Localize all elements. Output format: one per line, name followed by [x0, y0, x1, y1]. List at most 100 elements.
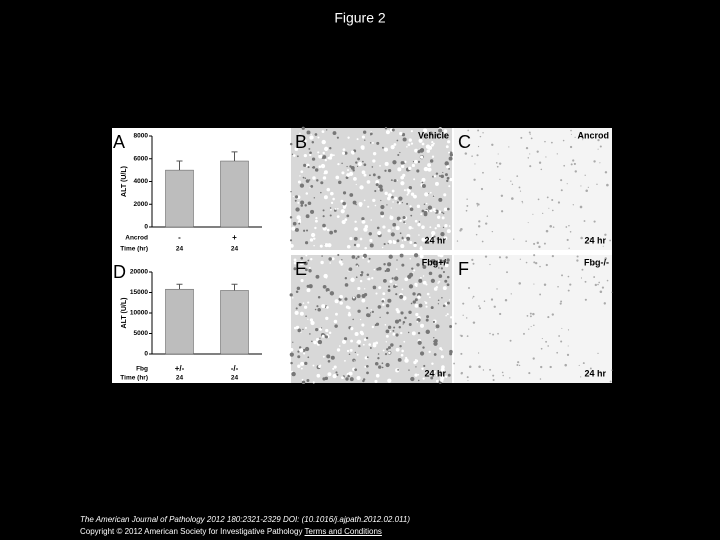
- tissue-speck: [381, 366, 384, 369]
- tissue-speck: [396, 201, 399, 204]
- tissue-speck: [578, 364, 580, 367]
- tissue-speck: [447, 140, 451, 144]
- tissue-speck: [384, 161, 389, 167]
- tissue-speck: [556, 351, 559, 354]
- tissue-speck: [356, 165, 359, 167]
- tissue-speck: [354, 227, 358, 231]
- tissue-speck: [363, 338, 367, 341]
- tissue-speck: [410, 214, 413, 217]
- tissue-speck: [366, 180, 371, 184]
- tissue-speck: [303, 305, 308, 309]
- tissue-speck: [424, 301, 426, 303]
- tissue-speck: [472, 262, 475, 265]
- tissue-speck: [305, 179, 310, 183]
- tissue-speck: [388, 351, 391, 355]
- slide-title: Figure 2: [334, 10, 386, 26]
- tissue-speck: [375, 180, 380, 185]
- tissue-speck: [311, 157, 316, 161]
- tissue-speck: [352, 200, 357, 205]
- tissue-speck: [415, 284, 418, 287]
- tissue-speck: [322, 215, 325, 218]
- tissue-speck: [430, 376, 434, 380]
- tissue-speck: [377, 305, 382, 309]
- tissue-speck: [489, 263, 491, 266]
- x-category-label: +: [232, 233, 237, 242]
- tissue-speck: [593, 160, 596, 163]
- tissue-speck: [496, 288, 498, 290]
- tissue-speck: [604, 257, 608, 260]
- x-category-label: -/-: [231, 364, 239, 373]
- tissue-speck: [530, 326, 532, 328]
- tissue-speck: [346, 349, 350, 353]
- tissue-speck: [378, 365, 382, 369]
- tissue-speck: [444, 279, 448, 283]
- tissue-speck: [446, 313, 449, 316]
- panel-letter: E: [295, 259, 307, 279]
- x-time-label: 24: [231, 375, 239, 382]
- tissue-speck: [311, 166, 314, 169]
- tissue-speck: [300, 256, 304, 260]
- tissue-speck: [294, 227, 299, 232]
- tissue-speck: [390, 343, 394, 347]
- tissue-speck: [412, 160, 415, 163]
- tissue-speck: [344, 151, 348, 155]
- tissue-speck: [408, 166, 412, 171]
- tissue-speck: [477, 145, 480, 148]
- tissue-speck: [357, 157, 360, 161]
- tissue-speck: [436, 133, 439, 136]
- tissue-speck: [444, 224, 448, 228]
- tissue-speck: [329, 262, 331, 264]
- y-tick-label: 4000: [134, 178, 149, 185]
- tissue-speck: [534, 261, 538, 265]
- tissue-speck: [429, 191, 432, 194]
- tissue-speck: [431, 143, 434, 147]
- tissue-speck: [374, 361, 379, 366]
- tissue-speck: [516, 175, 519, 177]
- y-tick-label: 6000: [134, 155, 149, 162]
- tissue-speck: [341, 376, 344, 380]
- tissue-speck: [374, 204, 377, 207]
- tissue-speck: [418, 379, 420, 382]
- tissue-speck: [305, 254, 308, 257]
- tissue-speck: [417, 373, 420, 376]
- tissue-speck: [423, 166, 429, 172]
- y-tick-label: 8000: [134, 133, 149, 140]
- tissue-speck: [289, 293, 293, 297]
- tissue-speck: [492, 374, 495, 377]
- tissue-speck: [436, 237, 440, 241]
- tissue-speck: [435, 379, 439, 383]
- tissue-speck: [412, 272, 414, 274]
- tissue-speck: [342, 201, 346, 206]
- terms-link[interactable]: Terms and Conditions: [304, 527, 382, 536]
- tissue-speck: [440, 174, 445, 179]
- tissue-speck: [312, 381, 315, 384]
- tissue-speck: [310, 232, 316, 238]
- tissue-speck: [348, 353, 351, 356]
- tissue-speck: [580, 277, 583, 279]
- tissue-speck: [551, 198, 554, 201]
- tissue-speck: [440, 355, 444, 359]
- tissue-speck: [511, 197, 514, 200]
- tissue-speck: [337, 163, 340, 166]
- tissue-speck: [412, 227, 414, 229]
- tissue-speck: [379, 188, 384, 192]
- tissue-speck: [396, 259, 398, 261]
- tissue-speck: [606, 183, 609, 187]
- tissue-speck: [529, 165, 532, 168]
- tissue-speck: [587, 186, 589, 188]
- tissue-speck: [410, 130, 413, 133]
- tissue-speck: [391, 277, 394, 280]
- tissue-speck: [606, 279, 609, 282]
- tissue-speck: [380, 205, 385, 210]
- tissue-speck: [529, 312, 532, 315]
- tissue-speck: [377, 357, 380, 360]
- tissue-speck: [327, 372, 332, 377]
- y-axis-label: ALT (U/L): [121, 298, 128, 329]
- tissue-speck: [291, 153, 294, 155]
- tissue-speck: [313, 244, 315, 247]
- tissue-speck: [495, 162, 498, 164]
- tissue-speck: [349, 193, 354, 197]
- panel-time: 24 hr: [584, 235, 606, 245]
- tissue-speck: [324, 243, 329, 248]
- tissue-speck: [305, 214, 310, 219]
